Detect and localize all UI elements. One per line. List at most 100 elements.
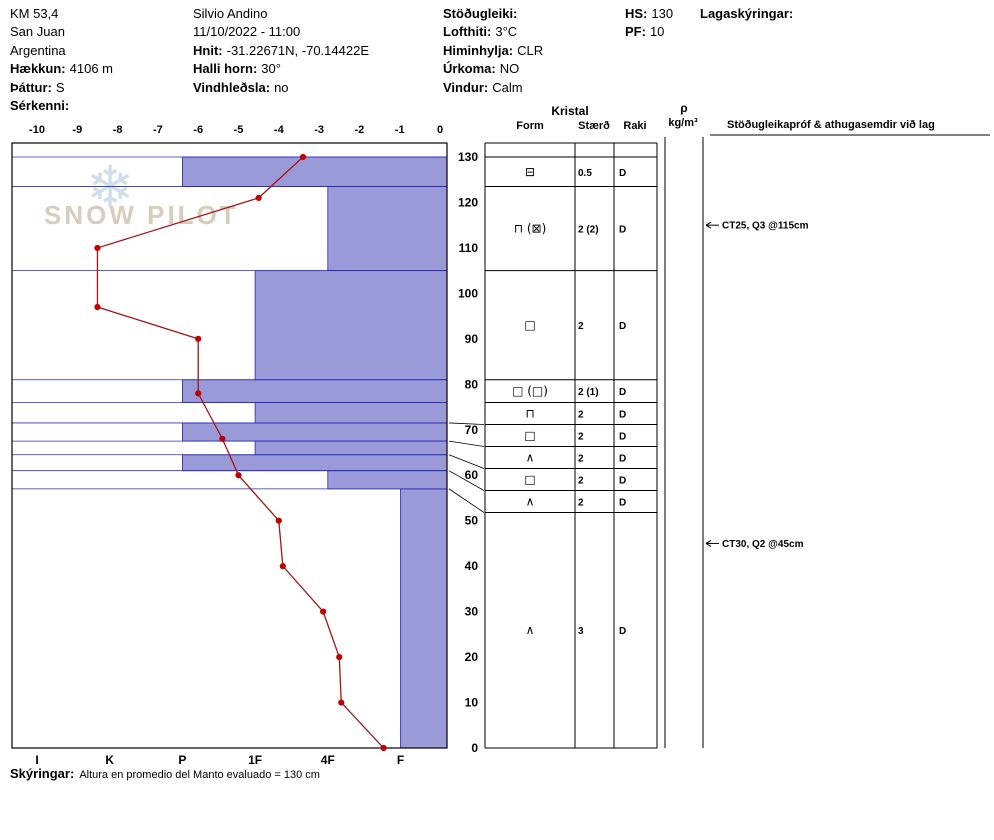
site-country: Argentina [10,42,66,58]
pf-line: PF: 10 [625,23,673,41]
grain-size-cell: 2 [578,431,584,442]
snow-layer-bar [327,470,448,490]
comments-column-header: Stöðugleikapróf & athugasemdir við lag [727,119,935,131]
temp-tick-label: -8 [113,124,123,136]
moisture-cell: D [619,409,626,420]
snow-layer-bar [181,156,448,187]
snow-layer-bar [181,379,448,403]
grain-form-cell: ⊟ [525,165,535,179]
temp-tick-label: -9 [72,124,82,136]
slope-angle-value: 30° [261,61,281,77]
grain-size-cell: 2 (1) [578,387,599,398]
snowflake-logo-icon: ❄ [86,153,135,221]
precip-label: Úrkoma: [443,61,496,77]
grain-size-cell: 2 (2) [578,225,599,236]
snow-layer-bar [181,454,448,472]
moisture-cell: D [619,453,626,464]
hardness-tick-label: P [178,753,186,767]
aspect-label: Þáttur: [10,79,52,95]
grain-size-cell: 3 [578,626,584,637]
snow-layer-bar [327,186,448,272]
grain-form-cell: ⊓ (⊠) [514,222,547,236]
elevation-line: Hækkun: 4106 m [10,60,113,78]
header-observer-block: Silvio Andino 11/10/2022 - 11:00 Hnit: -3… [193,5,369,97]
height-tick-label: 130 [458,150,478,164]
hardness-tick-label: 1F [248,753,262,767]
moisture-cell: D [619,626,626,637]
grain-form-cell: □ [524,472,535,486]
header-location-block: KM 53,4 San Juan Argentina Hækkun: 4106 m… [10,5,113,115]
footer-note: Skýringar: Altura en promedio del Manto e… [10,766,320,781]
footer-text: Altura en promedio del Manto evaluado = … [79,769,320,781]
layer-leader-line [448,440,485,447]
moisture-cell: D [619,225,626,236]
test-arrow-icon [705,539,712,544]
wind-line: Vindur: Calm [443,79,543,97]
temperature-point [320,608,327,615]
grain-form-cell: ∧ [526,623,535,637]
form-column-header: Form [516,120,544,132]
grain-form-cell: ⊓ [525,406,534,420]
elevation-label: Hækkun: [10,61,66,77]
pf-value: 10 [649,24,665,40]
height-tick-label: 10 [465,696,479,710]
temperature-point [279,563,286,570]
slope-angle-line: Halli horn: 30° [193,60,369,78]
air-temp-line: Lofthiti: 3°C [443,23,543,41]
temperature-point [336,653,343,661]
moisture-cell: D [619,387,626,398]
grain-size-cell: 2 [578,453,584,464]
height-tick-label: 70 [465,423,479,437]
layer-leader-line [448,488,485,513]
coordinates-value: -31.22671N, -70.14422E [226,42,369,58]
test-annotation: CT30, Q2 @45cm [722,539,804,550]
header-layernotes-block: Lagaskýringar: [700,5,797,23]
height-tick-label: 20 [465,650,479,664]
moisture-cell: D [619,497,626,508]
observer-name: Silvio Andino [193,6,268,21]
grain-size-cell: 0.5 [578,168,592,179]
sky-cover-line: Himinhylja: CLR [443,42,543,60]
air-temp-label: Lofthiti: [443,24,492,40]
temperature-line [96,156,385,749]
test-arrow-icon [705,221,712,226]
grain-size-cell: 2 [578,475,584,486]
layer-leader-line [448,470,485,491]
wind-loading-value: no [274,79,289,95]
sky-cover-label: Himinhylja: [443,42,514,58]
height-tick-label: 30 [465,605,479,619]
snow-layer-bar [254,402,448,424]
temperature-point [195,390,202,397]
density-units-header: kg/m³ [668,117,698,129]
precip-line: Úrkoma: NO [443,60,543,78]
aspect-line: Þáttur: S [10,79,113,97]
height-tick-label: 40 [465,559,479,573]
precip-value: NO [499,61,520,77]
grain-form-cell: ∧ [526,494,535,508]
moisture-cell: D [619,475,626,486]
snow-height-line: HS: 130 [625,5,673,23]
grain-size-cell: 2 [578,409,584,420]
temperature-point [255,194,262,202]
header-conditions-block: Stöðugleiki: Lofthiti: 3°C Himinhylja: CLR… [443,5,543,97]
elevation-value: 4106 m [69,61,113,77]
air-temp-value: 3°C [495,24,518,40]
temp-tick-label: 0 [437,124,443,136]
aspect-value: S [55,79,65,95]
snowpilot-watermark: SNOW PILOT [44,200,239,230]
moisture-cell: D [619,431,626,442]
moisture-column-header: Raki [623,120,647,132]
temp-tick-label: -4 [274,124,285,136]
coordinates-label: Hnit: [193,42,223,58]
grain-form-cell: □ [524,428,535,442]
layer-leader-line [448,422,485,425]
special-label: Sérkenni: [10,98,70,114]
hardness-tick-label: 4F [321,753,335,767]
moisture-cell: D [619,321,626,332]
grain-size-cell: 2 [578,321,584,332]
temp-tick-label: -2 [355,124,365,136]
test-arrow-icon [705,542,712,547]
temp-tick-label: -6 [193,124,203,136]
